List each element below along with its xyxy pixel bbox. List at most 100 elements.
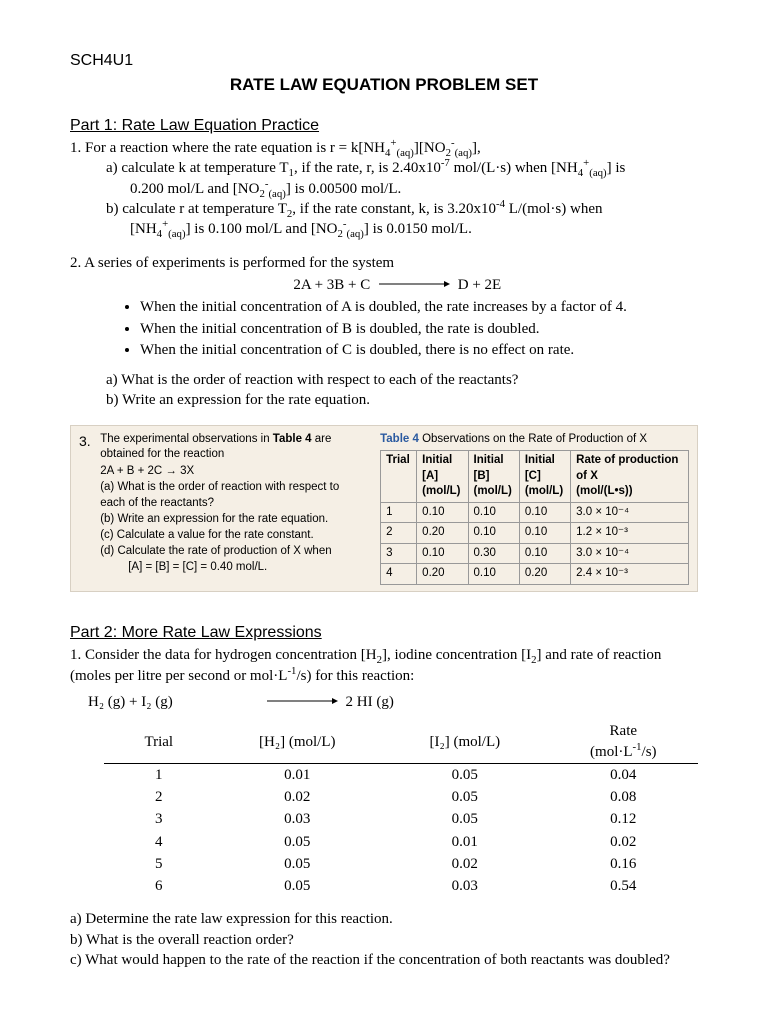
- q2a: a) What is the order of reaction with re…: [106, 370, 698, 390]
- table-cell: 0.10: [519, 523, 570, 544]
- q3a: (a) What is the order of reaction with r…: [100, 480, 363, 511]
- q3b: (b) Write an expression for the rate equ…: [100, 512, 363, 528]
- q1b: b) calculate r at temperature T2, if the…: [106, 199, 698, 219]
- table-cell: 5: [104, 853, 214, 875]
- table-header: Initial[B](mol/L): [468, 451, 519, 503]
- table-row: 40.050.010.02: [104, 831, 698, 853]
- table-cell: 0.02: [549, 831, 698, 853]
- table-header: Trial: [381, 451, 417, 503]
- table-cell: 0.02: [214, 786, 382, 808]
- table-row: 60.050.030.54: [104, 875, 698, 897]
- table-header: Rate of productionof X(mol/(L•s)): [571, 451, 689, 503]
- table-header: [I₂] (mol/L): [381, 720, 549, 763]
- q1b-line2: [NH4+(aq)] is 0.100 mol/L and [NO2-(aq)]…: [130, 219, 698, 239]
- p2q1c: c) What would happen to the rate of the …: [70, 950, 698, 970]
- q3-equation: 2A + B + 2C → 3X: [100, 464, 363, 480]
- table-cell: 0.05: [214, 831, 382, 853]
- q1a: a) calculate k at temperature T1, if the…: [106, 158, 698, 178]
- q3c: (c) Calculate a value for the rate const…: [100, 528, 363, 544]
- table-cell: 0.10: [417, 543, 468, 564]
- table-cell: 0.12: [549, 808, 698, 830]
- q1-stem: 1. For a reaction where the rate equatio…: [70, 138, 698, 158]
- table-cell: 3.0 × 10⁻⁴: [571, 502, 689, 523]
- table-cell: 0.54: [549, 875, 698, 897]
- table-cell: 0.10: [417, 502, 468, 523]
- q2-stem: 2. A series of experiments is performed …: [70, 253, 698, 273]
- list-item: When the initial concentration of B is d…: [140, 319, 698, 339]
- table-cell: 0.10: [468, 564, 519, 585]
- table-row: 10.100.100.103.0 × 10⁻⁴: [381, 502, 689, 523]
- table-cell: 3: [381, 543, 417, 564]
- table-cell: 0.05: [381, 808, 549, 830]
- table-cell: 0.03: [214, 808, 382, 830]
- table-header: Initial[C](mol/L): [519, 451, 570, 503]
- table4-caption: Table 4 Observations on the Rate of Prod…: [380, 432, 689, 448]
- table-cell: 2.4 × 10⁻³: [571, 564, 689, 585]
- question-3-box: 3. The experimental observations in Tabl…: [70, 425, 698, 592]
- table-cell: 3.0 × 10⁻⁴: [571, 543, 689, 564]
- table-cell: 0.05: [381, 786, 549, 808]
- arrow-icon: [374, 275, 454, 295]
- table-row: 30.100.300.103.0 × 10⁻⁴: [381, 543, 689, 564]
- table-header: Rate(mol·L-1/s): [549, 720, 698, 763]
- q3d: (d) Calculate the rate of production of …: [100, 544, 363, 560]
- q2-equation: 2A + 3B + C D + 2E: [70, 275, 698, 296]
- table-cell: 0.10: [468, 502, 519, 523]
- table-cell: 0.20: [417, 564, 468, 585]
- table-cell: 0.10: [519, 502, 570, 523]
- table-cell: 0.01: [214, 763, 382, 786]
- table-row: 30.030.050.12: [104, 808, 698, 830]
- table-cell: 1.2 × 10⁻³: [571, 523, 689, 544]
- table-header: Trial: [104, 720, 214, 763]
- p2q1b: b) What is the overall reaction order?: [70, 930, 698, 950]
- table-cell: 0.05: [214, 853, 382, 875]
- list-item: When the initial concentration of C is d…: [140, 340, 698, 360]
- table-cell: 2: [381, 523, 417, 544]
- question-1: 1. For a reaction where the rate equatio…: [70, 138, 698, 239]
- q2b: b) Write an expression for the rate equa…: [106, 390, 698, 410]
- part2-heading: Part 2: More Rate Law Expressions: [70, 622, 698, 644]
- table-cell: 0.20: [417, 523, 468, 544]
- q3-intro: The experimental observations in Table 4…: [100, 432, 363, 463]
- q2-bullets: When the initial concentration of A is d…: [70, 297, 698, 360]
- q3-number: 3.: [79, 432, 97, 451]
- table-cell: 0.05: [381, 763, 549, 786]
- arrow-icon: [262, 692, 342, 712]
- table-row: 20.020.050.08: [104, 786, 698, 808]
- table-cell: 0.16: [549, 853, 698, 875]
- p2-question-1: 1. Consider the data for hydrogen concen…: [70, 645, 698, 970]
- q3d-detail: [A] = [B] = [C] = 0.40 mol/L.: [100, 560, 363, 576]
- table-header: Initial[A](mol/L): [417, 451, 468, 503]
- table-cell: 1: [381, 502, 417, 523]
- table-cell: 6: [104, 875, 214, 897]
- table-cell: 0.04: [549, 763, 698, 786]
- course-code: SCH4U1: [70, 50, 698, 72]
- table-cell: 3: [104, 808, 214, 830]
- table-cell: 2: [104, 786, 214, 808]
- table-cell: 0.10: [468, 523, 519, 544]
- table-cell: 0.02: [381, 853, 549, 875]
- q1a-line2: 0.200 mol/L and [NO2-(aq)] is 0.00500 mo…: [130, 179, 698, 199]
- list-item: When the initial concentration of A is d…: [140, 297, 698, 317]
- p2-reaction: H₂ (g) + I₂ (g) 2 HI (g): [88, 692, 698, 713]
- table-row: 20.200.100.101.2 × 10⁻³: [381, 523, 689, 544]
- table-cell: 0.01: [381, 831, 549, 853]
- table-row: 40.200.100.202.4 × 10⁻³: [381, 564, 689, 585]
- table-cell: 0.08: [549, 786, 698, 808]
- part1-heading: Part 1: Rate Law Equation Practice: [70, 115, 698, 137]
- table-row: 50.050.020.16: [104, 853, 698, 875]
- table-cell: 0.03: [381, 875, 549, 897]
- table-row: 10.010.050.04: [104, 763, 698, 786]
- table-cell: 1: [104, 763, 214, 786]
- table-cell: 0.30: [468, 543, 519, 564]
- p2-data-table: Trial [H₂] (mol/L) [I₂] (mol/L) Rate(mol…: [104, 720, 698, 897]
- p2q1a: a) Determine the rate law expression for…: [70, 909, 698, 929]
- table-cell: 0.05: [214, 875, 382, 897]
- page-title: RATE LAW EQUATION PROBLEM SET: [70, 74, 698, 97]
- table4: Trial Initial[A](mol/L) Initial[B](mol/L…: [380, 450, 689, 585]
- p2q1-stem: 1. Consider the data for hydrogen concen…: [70, 645, 698, 686]
- table-cell: 0.20: [519, 564, 570, 585]
- table-cell: 0.10: [519, 543, 570, 564]
- table-header: [H₂] (mol/L): [214, 720, 382, 763]
- table-cell: 4: [104, 831, 214, 853]
